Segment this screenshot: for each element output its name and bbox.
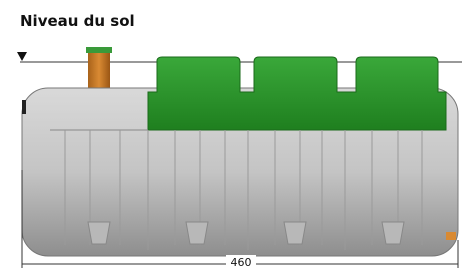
ground-level-title: Niveau du sol xyxy=(20,12,135,30)
green-covers xyxy=(148,57,446,130)
dimension-label: 460 xyxy=(231,256,252,269)
inlet xyxy=(22,100,26,114)
pipe-cap xyxy=(86,47,112,53)
ground-marker xyxy=(17,52,27,61)
tank-diagram: Niveau du sol 460 xyxy=(0,0,468,271)
outlet xyxy=(446,232,456,240)
